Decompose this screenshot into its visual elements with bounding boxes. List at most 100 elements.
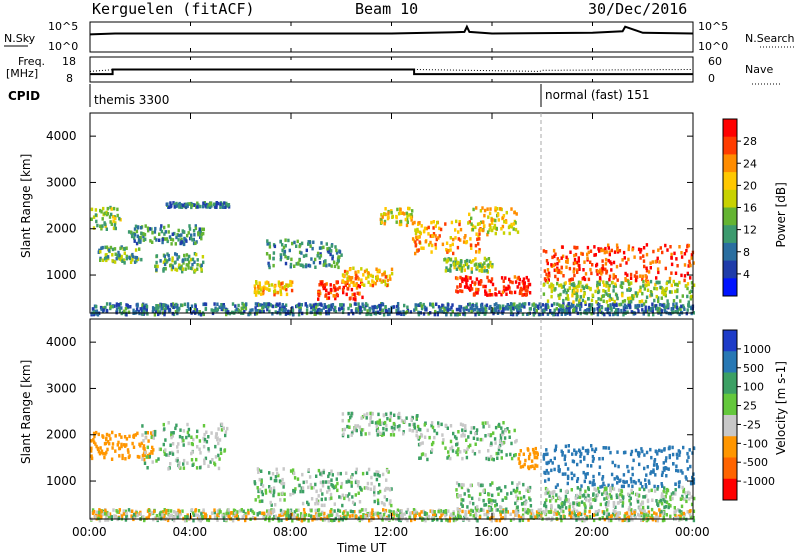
data-cell-0-882 — [525, 509, 528, 514]
data-cell-5-143 — [451, 449, 455, 453]
data-cell-4-108 — [392, 433, 396, 437]
data-cell-4-69 — [178, 263, 181, 267]
data-cell-7-101 — [324, 259, 327, 263]
data-cell-11-61 — [452, 237, 455, 242]
data-cell-13-56 — [454, 276, 458, 280]
data-cell-0-668 — [640, 510, 643, 515]
data-cell-4-33 — [369, 420, 372, 424]
data-cell-15-152 — [599, 268, 602, 272]
data-cell-2-112 — [170, 435, 173, 440]
nsky-label: N.Sky — [4, 32, 36, 45]
data-cell-0-772 — [106, 518, 110, 522]
data-cell-8-87 — [667, 467, 670, 471]
data-cell-9-57 — [346, 279, 349, 284]
data-cell-2-100 — [164, 448, 167, 452]
data-cell-8-214 — [546, 461, 549, 466]
data-cell-0-472 — [312, 303, 315, 307]
data-cell-12-23 — [488, 228, 491, 232]
data-cell-15-205 — [561, 245, 564, 249]
data-cell-0-766 — [499, 306, 502, 310]
data-cell-3-188 — [280, 481, 283, 486]
data-cell-6-75 — [482, 489, 485, 493]
data-cell-1-62 — [132, 445, 136, 449]
data-cell-4-21 — [185, 253, 189, 257]
data-cell-0-884 — [371, 508, 374, 512]
data-cell-0-872 — [643, 509, 646, 513]
data-cell-0-549 — [174, 305, 177, 309]
data-cell-3-60 — [301, 489, 305, 494]
data-cell-2-57 — [168, 451, 172, 455]
data-cell-1-88 — [125, 443, 128, 447]
data-cell-3-26 — [167, 230, 170, 234]
data-cell-0-285 — [577, 514, 580, 519]
data-cell-0-510 — [422, 509, 425, 514]
data-cell-16-146 — [608, 294, 611, 298]
data-cell-0-871 — [310, 305, 313, 310]
data-cell-0-438 — [530, 508, 534, 513]
data-cell-0-757 — [186, 302, 190, 306]
data-cell-0-104 — [604, 307, 607, 311]
data-cell-15-50 — [554, 252, 557, 256]
data-cell-0-318 — [125, 516, 129, 521]
data-cell-15-198 — [553, 262, 557, 267]
data-cell-3-175 — [375, 470, 378, 474]
data-cell-0-702 — [535, 304, 538, 309]
data-cell-8-158 — [644, 478, 647, 482]
data-cell-0-957 — [612, 312, 615, 317]
data-cell-0-715 — [314, 312, 317, 316]
data-cell-8-20 — [591, 454, 595, 459]
data-cell-0-823 — [536, 304, 540, 308]
data-cell-7-16 — [330, 244, 333, 248]
data-cell-12-12 — [496, 213, 500, 217]
data-cell-4-10 — [402, 430, 405, 434]
data-cell-0-267 — [254, 312, 257, 316]
data-cell-5-81 — [224, 205, 227, 209]
data-cell-3-41 — [180, 237, 183, 242]
data-cell-11-101 — [464, 240, 468, 245]
data-cell-0-380 — [584, 309, 587, 313]
data-cell-7-20 — [279, 253, 282, 257]
data-cell-1-24 — [142, 444, 146, 448]
data-cell-0-656 — [95, 510, 99, 514]
data-cell-7-0 — [530, 459, 534, 463]
data-cell-5-122 — [461, 423, 465, 427]
data-cell-7-105 — [304, 264, 308, 269]
data-cell-15-211 — [608, 252, 611, 257]
data-cell-0-942 — [267, 512, 271, 516]
data-cell-0-840 — [647, 305, 651, 310]
data-cell-15-109 — [601, 264, 605, 268]
data-cell-2-130 — [191, 442, 194, 447]
data-cell-3-111 — [381, 472, 385, 477]
data-cell-11-100 — [436, 220, 439, 225]
data-cell-0-209 — [108, 514, 111, 519]
data-cell-6-84 — [496, 487, 499, 491]
data-cell-0-421 — [612, 305, 616, 309]
data-cell-8-227 — [542, 452, 546, 457]
data-cell-0-469 — [222, 303, 225, 307]
data-cell-5-20 — [435, 431, 439, 436]
data-cell-8-202 — [618, 479, 621, 483]
data-cell-15-137 — [598, 249, 601, 253]
data-cell-0-587 — [626, 310, 629, 314]
y-tick-label: 2000 — [46, 222, 77, 236]
data-cell-9-107 — [669, 504, 672, 508]
data-cell-0-938 — [338, 307, 341, 312]
data-cell-12-13 — [516, 230, 520, 234]
data-cell-8-58 — [324, 283, 327, 287]
data-cell-3-83 — [165, 237, 169, 241]
data-cell-6-52 — [266, 287, 269, 291]
data-cell-13-113 — [489, 293, 492, 297]
data-cell-0-159 — [108, 302, 112, 306]
data-cell-5-136 — [505, 453, 508, 457]
data-cell-0-801 — [301, 514, 304, 518]
data-cell-0-561 — [489, 304, 492, 309]
data-cell-0-899 — [255, 311, 259, 316]
data-cell-0-937 — [401, 513, 404, 517]
data-cell-3-180 — [310, 486, 313, 490]
data-cell-6-57 — [487, 505, 491, 509]
data-cell-9-15 — [589, 497, 592, 501]
data-cell-8-40 — [578, 449, 582, 454]
data-cell-4-77 — [358, 425, 362, 429]
data-cell-5-140 — [489, 433, 493, 437]
data-cell-2-86 — [148, 455, 151, 459]
